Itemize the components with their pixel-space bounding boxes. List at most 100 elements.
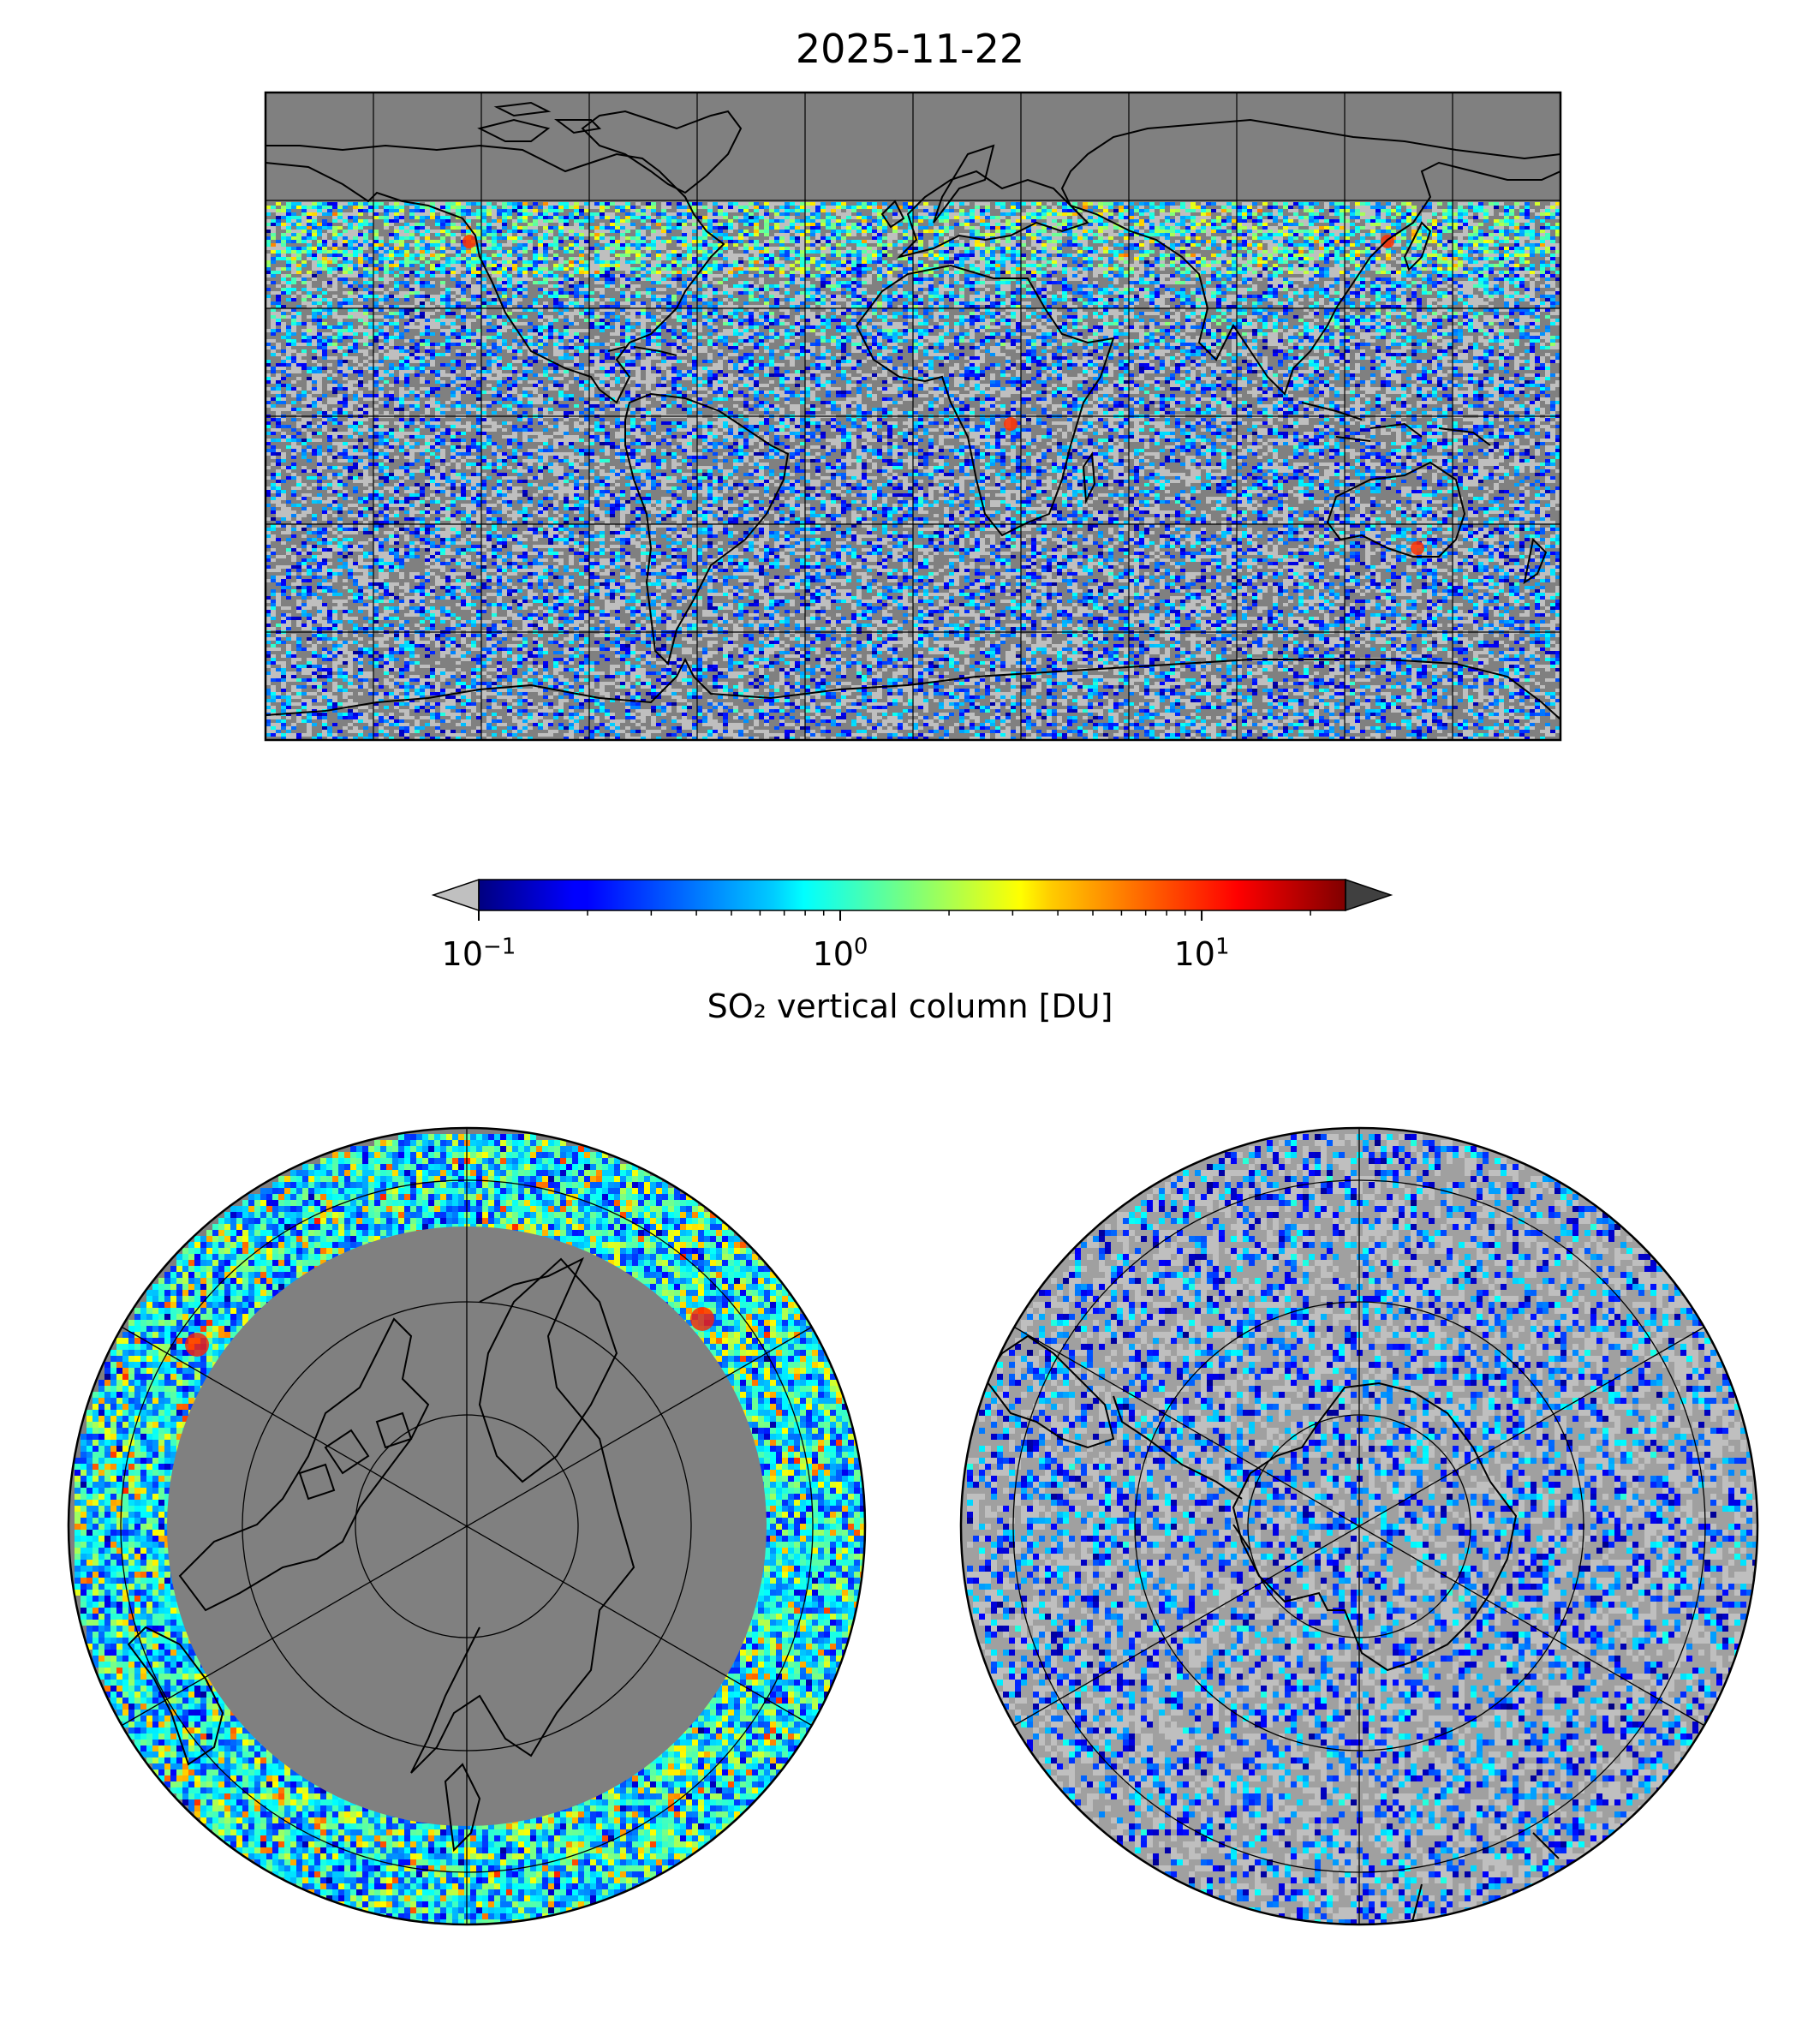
data-pixel (558, 219, 564, 223)
data-pixel (882, 254, 887, 257)
data-pixel (1098, 257, 1103, 260)
data-pixel (1062, 212, 1067, 216)
data-pixel (574, 226, 579, 230)
data-pixel (687, 264, 692, 267)
data-pixel (1381, 267, 1386, 271)
data-pixel (1185, 233, 1190, 236)
data-pixel (558, 223, 564, 226)
data-pixel (1016, 271, 1021, 274)
data-pixel (1288, 240, 1293, 243)
data-pixel (1514, 219, 1519, 223)
data-pixel (846, 226, 851, 230)
data-pixel (934, 254, 939, 257)
data-pixel (420, 257, 425, 260)
data-pixel (1509, 209, 1514, 212)
data-pixel (1314, 230, 1319, 233)
data-pixel (790, 247, 795, 250)
data-pixel (1083, 288, 1088, 291)
data-pixel (1447, 277, 1453, 281)
data-pixel (985, 223, 990, 226)
data-pixel (985, 206, 990, 209)
data-pixel (759, 254, 764, 257)
data-pixel (877, 291, 882, 295)
data-pixel (363, 257, 368, 260)
data-pixel (564, 236, 569, 240)
data-pixel (1232, 254, 1237, 257)
data-pixel (322, 243, 327, 247)
data-pixel (1257, 216, 1262, 219)
data-pixel (389, 216, 394, 219)
data-pixel (1458, 264, 1463, 267)
data-pixel (625, 219, 630, 223)
data-pixel (1309, 230, 1314, 233)
data-pixel (517, 254, 522, 257)
data-pixel (1458, 288, 1463, 291)
data-pixel (1473, 230, 1478, 233)
data-pixel (867, 223, 872, 226)
data-pixel (1103, 209, 1108, 212)
data-pixel (1011, 271, 1016, 274)
data-pixel (440, 243, 445, 247)
data-pixel (630, 267, 636, 271)
data-pixel (754, 250, 759, 254)
data-pixel (1324, 260, 1329, 264)
data-pixel (1391, 216, 1396, 219)
data-pixel (723, 247, 728, 250)
data-pixel (949, 284, 954, 288)
data-pixel (959, 209, 964, 212)
data-pixel (461, 291, 466, 295)
data-pixel (271, 260, 276, 264)
data-pixel (1041, 271, 1047, 274)
data-pixel (266, 206, 271, 209)
data-pixel (1355, 243, 1360, 247)
data-pixel (1427, 202, 1432, 206)
data-pixel (928, 254, 934, 257)
data-pixel (1391, 274, 1396, 277)
data-pixel (1453, 250, 1458, 254)
data-pixel (1525, 277, 1530, 281)
data-pixel (928, 212, 934, 216)
data-pixel (1422, 243, 1427, 247)
data-pixel (497, 230, 502, 233)
data-pixel (790, 264, 795, 267)
data-pixel (1375, 223, 1381, 226)
data-pixel (1031, 291, 1036, 295)
data-pixel (281, 223, 286, 226)
data-pixel (898, 230, 903, 233)
data-pixel (281, 212, 286, 216)
data-pixel (1021, 212, 1026, 216)
data-pixel (1483, 277, 1489, 281)
data-pixel (944, 223, 949, 226)
data-pixel (1083, 240, 1088, 243)
data-pixel (1175, 281, 1180, 284)
data-pixel (1175, 243, 1180, 247)
data-pixel (445, 264, 451, 267)
data-pixel (1519, 254, 1525, 257)
data-pixel (862, 230, 867, 233)
data-pixel (1057, 233, 1062, 236)
data-pixel (553, 236, 558, 240)
data-pixel (1221, 226, 1226, 230)
data-pixel (1088, 264, 1093, 267)
data-pixel (1011, 209, 1016, 212)
data-pixel (1108, 206, 1113, 209)
data-pixel (656, 247, 661, 250)
data-pixel (651, 271, 656, 274)
data-pixel (738, 267, 743, 271)
data-pixel (1273, 257, 1278, 260)
data-pixel (1391, 271, 1396, 274)
data-pixel (1350, 216, 1355, 219)
data-pixel (409, 233, 415, 236)
data-pixel (337, 240, 343, 243)
data-pixel (841, 240, 846, 243)
data-pixel (934, 243, 939, 247)
data-pixel (887, 233, 892, 236)
data-pixel (1206, 277, 1211, 281)
data-pixel (872, 223, 877, 226)
data-pixel (1185, 216, 1190, 219)
data-pixel (373, 274, 379, 277)
data-pixel (481, 267, 486, 271)
data-pixel (1530, 267, 1535, 271)
data-pixel (1386, 202, 1391, 206)
data-pixel (1514, 277, 1519, 281)
